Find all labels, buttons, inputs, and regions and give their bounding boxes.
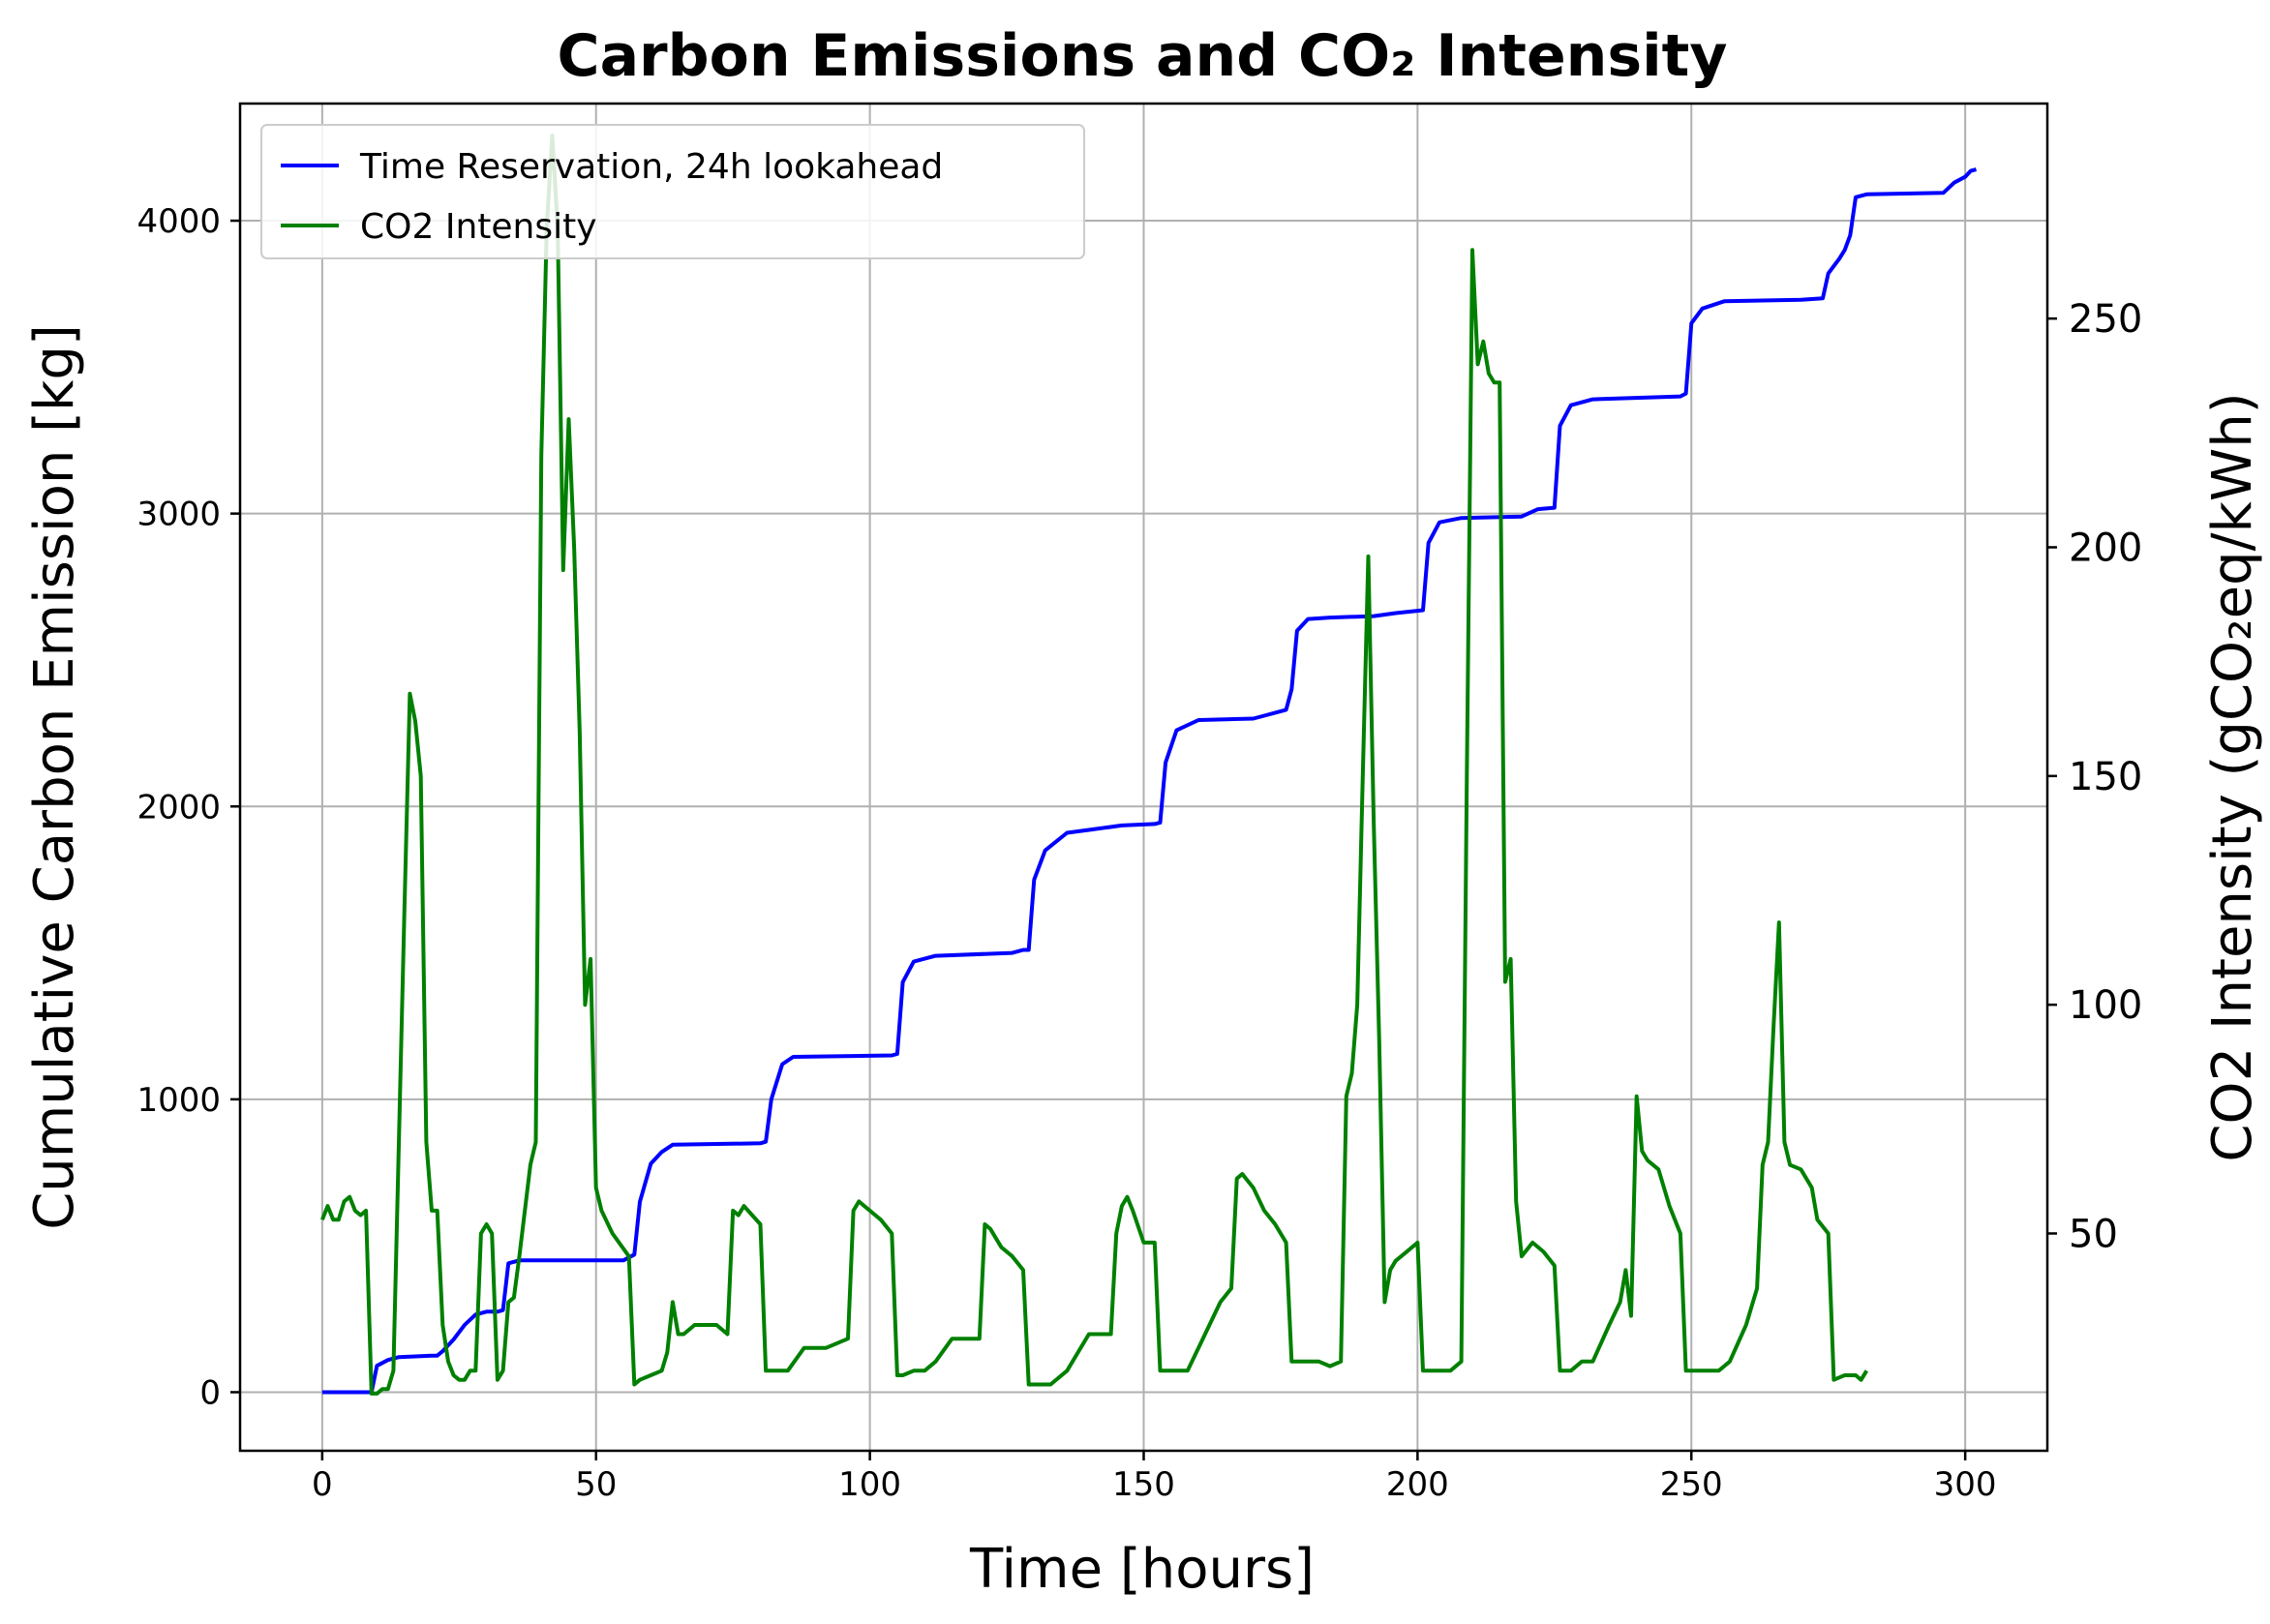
legend-label: CO2 Intensity	[360, 207, 597, 247]
x-tick-label: 0	[312, 1465, 333, 1504]
ticks: 0 50 100 150 200 250 3000100020003000400050100…	[136, 202, 2142, 1504]
y-left-tick-label: 3000	[136, 496, 221, 534]
plot-area	[320, 134, 1978, 1396]
legend-label: Time Reservation, 24h lookahead	[359, 147, 943, 187]
y-left-tick-label: 4000	[136, 202, 221, 241]
chart-title: Carbon Emissions and CO₂ Intensity	[558, 22, 1728, 90]
x-tick-label: 100	[838, 1465, 901, 1504]
y-axis-label-left: Cumulative Carbon Emission [kg]	[23, 324, 86, 1230]
x-tick-label: 250	[1660, 1465, 1723, 1504]
x-tick-label: 50	[575, 1465, 617, 1504]
y-axis-label-right: CO2 Intensity (gCO₂eq/kWh)	[2201, 392, 2264, 1161]
x-tick-label: 150	[1112, 1465, 1175, 1504]
y-right-tick-label: 150	[2069, 755, 2142, 799]
series-line-co2-intensity	[320, 134, 1869, 1396]
y-right-tick-label: 50	[2069, 1212, 2118, 1256]
series-line-cumulative-emission	[321, 167, 1978, 1395]
y-right-tick-label: 250	[2069, 297, 2142, 342]
x-tick-label: 200	[1386, 1465, 1449, 1504]
y-left-tick-label: 1000	[136, 1081, 221, 1120]
y-left-tick-label: 2000	[136, 788, 221, 827]
legend-box	[260, 124, 1085, 259]
x-tick-label: 300	[1934, 1465, 1997, 1504]
y-right-tick-label: 200	[2069, 526, 2142, 570]
y-right-tick-label: 100	[2069, 983, 2142, 1028]
legend: Time Reservation, 24h lookahead CO2 Inten…	[260, 124, 1085, 259]
x-axis-label: Time [hours]	[969, 1538, 1315, 1601]
grid	[240, 104, 2047, 1451]
y-left-tick-label: 0	[199, 1373, 221, 1412]
